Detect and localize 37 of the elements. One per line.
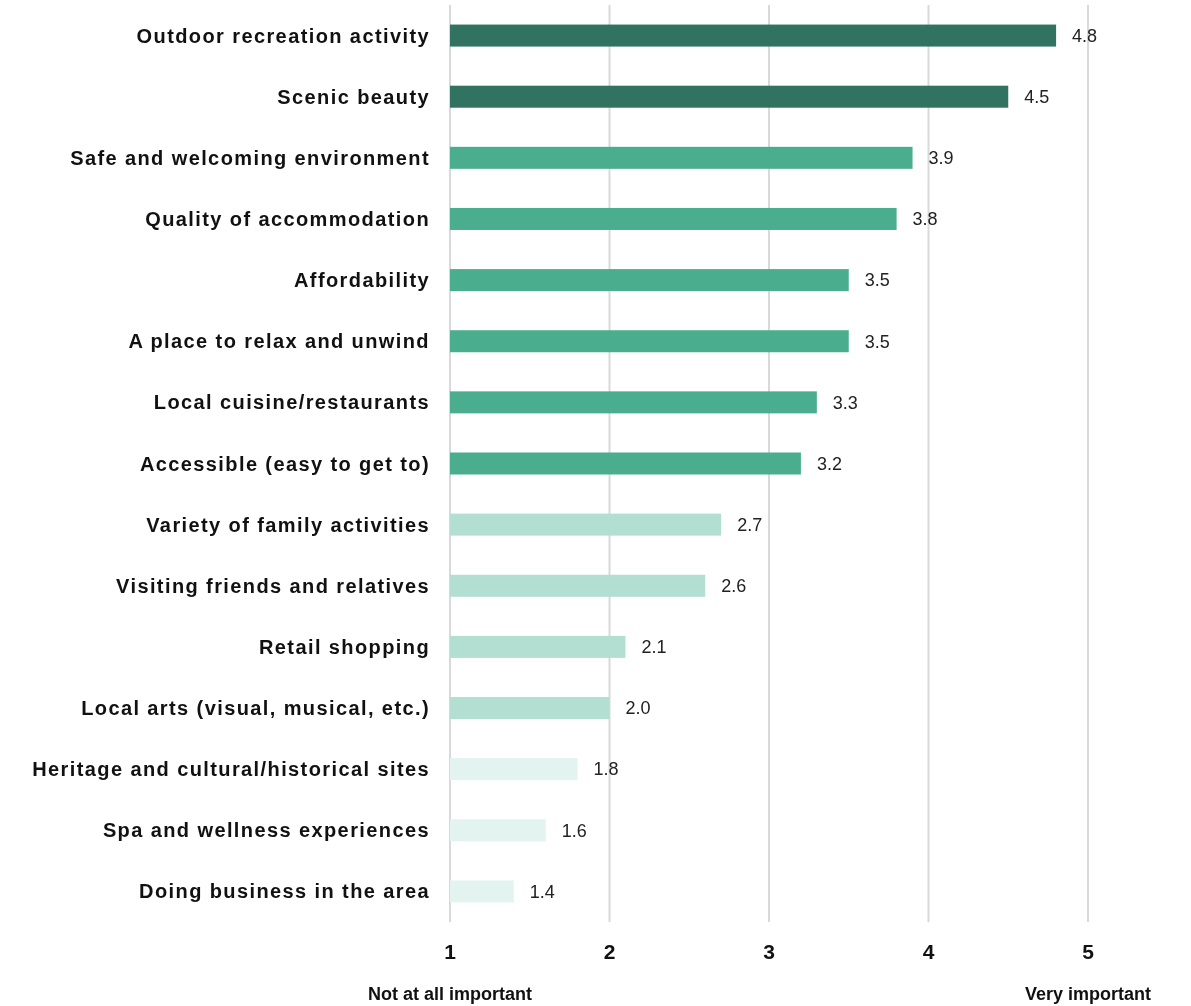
y-tick-label: Outdoor recreation activity (136, 24, 430, 47)
text: Not at all important (367, 984, 533, 1004)
x-tick-label: 1 (444, 940, 457, 963)
y-tick-label: Local cuisine/restaurants (153, 391, 430, 414)
data-label: 3.8 (912, 209, 938, 230)
data-label: 2.1 (641, 637, 667, 658)
data-label: 1.4 (529, 881, 555, 902)
y-tick-label: Retail shopping (259, 635, 430, 658)
data-label: 3.5 (864, 331, 890, 352)
y-tick-label: Accessible (easy to get to) (139, 452, 430, 475)
y-tick-label: Doing business in the area (139, 880, 430, 903)
data-label: 2.0 (625, 698, 651, 719)
y-tick-label: Safe and welcoming environment (70, 146, 430, 169)
x-tick-label: 2 (603, 940, 616, 963)
data-label: 4.8 (1072, 25, 1098, 46)
data-label: 4.5 (1024, 87, 1050, 107)
y-tick-label: Heritage and cultural/historical sites (32, 758, 430, 781)
data-label: 2.7 (737, 514, 763, 535)
x-tick-label: 4 (922, 940, 935, 963)
y-tick-label: Quality of accommodation (145, 207, 430, 230)
y-tick-label: A place to relax and unwind (128, 330, 430, 353)
y-tick-label: Affordability (294, 269, 430, 292)
data-label: 3.3 (832, 392, 858, 413)
y-tick-label: Local arts (visual, musical, etc.) (81, 697, 430, 720)
text: Very important (1024, 984, 1152, 1004)
data-label: 1.6 (561, 820, 587, 841)
x-tick-label: 5 (1082, 940, 1095, 963)
data-label: 1.8 (593, 759, 619, 780)
data-label: 3.5 (864, 270, 890, 291)
y-tick-label: Variety of family activities (146, 513, 430, 536)
y-tick-label: Scenic beauty (277, 85, 430, 108)
x-tick-label: 3 (763, 940, 775, 963)
data-label: 3.9 (928, 148, 954, 169)
y-tick-label: Spa and wellness experiences (102, 819, 430, 842)
data-label: 2.6 (721, 576, 747, 597)
data-label: 3.2 (816, 453, 842, 474)
y-tick-label: Visiting friends and relatives (116, 574, 430, 597)
